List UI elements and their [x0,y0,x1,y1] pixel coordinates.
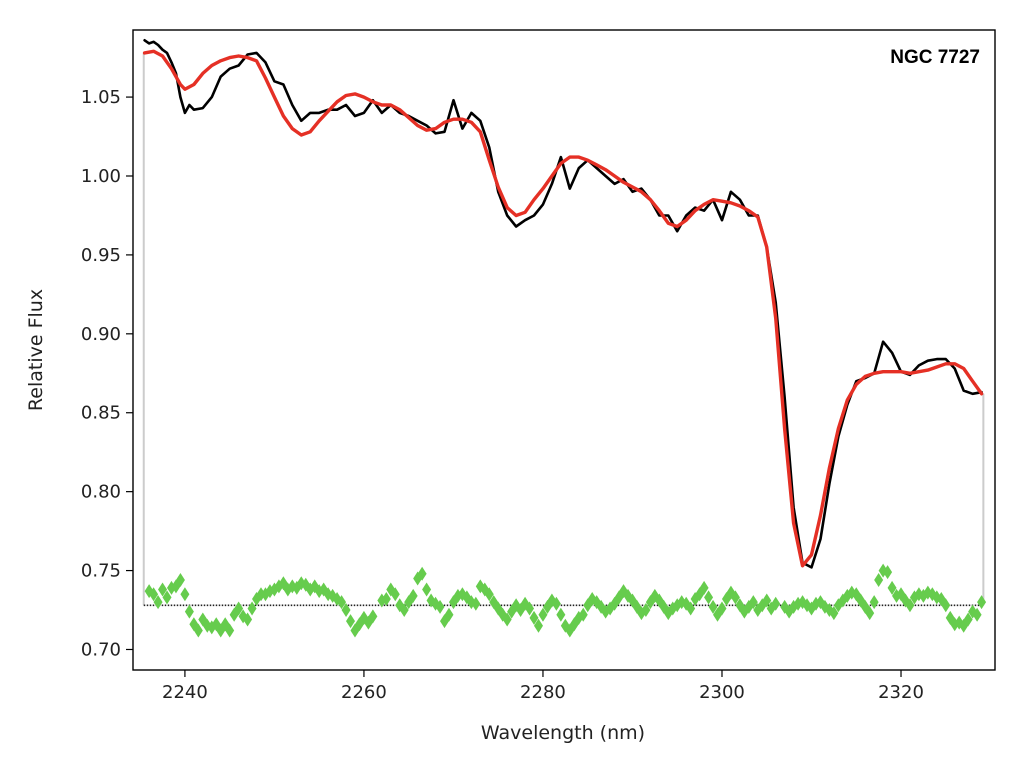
residual-point [883,565,893,580]
residual-point [829,606,839,621]
y-tick-label: 0.90 [81,324,121,345]
residual-point [977,595,987,610]
residual-point [538,607,548,622]
residual-point [869,595,879,610]
residual-point [390,587,400,602]
y-tick-label: 0.85 [81,403,121,424]
residual-point [556,607,566,622]
residual-point [346,614,356,629]
residual-point [435,599,445,614]
x-tick-label: 2260 [341,682,387,703]
residual-point [399,603,409,618]
residual-point [408,588,418,603]
residual-point [341,603,351,618]
x-tick-label: 2320 [878,682,924,703]
residual-point [484,587,494,602]
residual-point [704,590,714,605]
residual-point [551,596,561,611]
residual-point [247,601,257,616]
residual-point [184,604,194,619]
residual-point [941,598,951,613]
residual-point [771,596,781,611]
residual-point [578,607,588,622]
residual-point [381,591,391,606]
axes: 2240 2260 2280 2300 2320 0.70 0.75 0.80 0.85 0.90… [81,29,996,703]
residual-point [153,595,163,610]
residual-point [444,607,454,622]
chart-annotation: NGC 7727 [890,47,980,68]
residual-point [162,590,172,605]
residual-point [762,593,772,608]
y-tick-label: 0.95 [81,245,121,266]
residual-point [963,612,973,627]
residual-point [529,610,539,625]
residual-point [471,596,481,611]
residual-point [225,623,235,638]
residual-point [730,590,740,605]
residual-point [533,618,543,633]
data-marks [142,39,987,638]
residual-point [699,580,709,595]
y-tick-label: 0.70 [81,639,121,660]
residual-point [158,582,168,597]
model-fit-line [142,49,984,568]
residual-point [234,601,244,616]
residual-point [887,580,897,595]
residual-point [717,601,727,616]
residual-point [874,573,884,588]
y-axis-label: Relative Flux [25,289,47,411]
residual-point [865,606,875,621]
x-axis-label: Wavelength (nm) [481,722,645,744]
x-tick-label: 2280 [520,682,566,703]
residual-point [905,598,915,613]
x-tick-label: 2240 [162,682,208,703]
residual-point [368,609,378,624]
residual-point [525,601,535,616]
y-tick-label: 1.05 [81,87,121,108]
y-tick-label: 0.80 [81,482,121,503]
axes-frame [132,29,996,671]
residual-point [972,607,982,622]
residual-point [149,587,159,602]
observed-spectrum-line [143,39,983,569]
residual-point [417,566,427,581]
residual-point [243,612,253,627]
residual-point [175,573,185,588]
residual-point [708,599,718,614]
residual-point [686,601,696,616]
y-tick-label: 1.00 [81,166,121,187]
x-tick-label: 2300 [699,682,745,703]
residual-point [337,595,347,610]
residual-point [502,612,512,627]
residual-point [641,603,651,618]
residual-point [422,582,432,597]
residual-point [193,623,203,638]
residual-point [748,595,758,610]
residual-point [180,587,190,602]
y-tick-label: 0.75 [81,561,121,582]
